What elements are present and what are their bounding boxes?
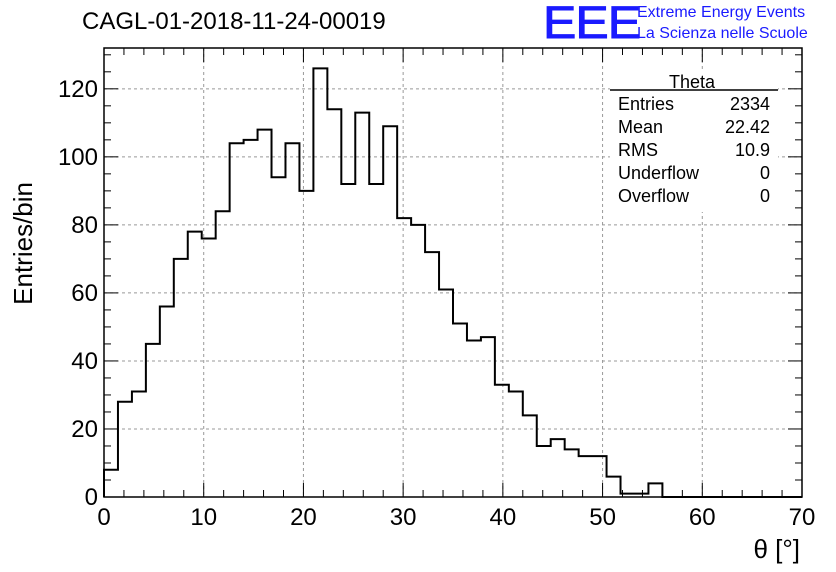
grid-lines <box>104 48 802 497</box>
x-tick-label: 10 <box>190 504 217 531</box>
plot-frame <box>103 47 803 498</box>
x-tick-label: 40 <box>490 504 517 531</box>
logo-subtitle-line1: Extreme Energy Events <box>637 4 806 21</box>
stats-title: Theta <box>669 72 716 92</box>
stats-label: Entries <box>618 94 674 114</box>
stats-value: 22.42 <box>725 117 770 137</box>
stats-label: Mean <box>618 117 663 137</box>
x-tick-label: 50 <box>589 504 616 531</box>
chart-title: CAGL-01-2018-11-24-00019 <box>82 8 386 35</box>
stats-value: 10.9 <box>735 140 770 160</box>
y-axis-label: Entries/bin <box>8 182 38 305</box>
stats-value: 0 <box>760 163 770 183</box>
stats-label: Underflow <box>618 163 700 183</box>
stats-label: RMS <box>618 140 658 160</box>
eee-logo: EEE <box>542 0 641 48</box>
y-tick-labels: 0 20 40 60 80 100 120 <box>58 76 98 511</box>
x-tick-labels: 0 10 20 30 40 50 60 70 <box>97 504 815 531</box>
stats-label: Overflow <box>618 186 690 206</box>
y-tick-label: 0 <box>85 484 98 511</box>
x-tick-label: 70 <box>789 504 816 531</box>
y-tick-label: 40 <box>71 348 98 375</box>
x-tick-label: 30 <box>390 504 417 531</box>
y-tick-label: 80 <box>71 212 98 239</box>
x-tick-label: 0 <box>97 504 110 531</box>
y-tick-label: 120 <box>58 76 98 103</box>
logo-subtitle-line2: La Scienza nelle Scuole <box>637 25 808 42</box>
axis-ticks <box>103 48 803 498</box>
y-tick-label: 20 <box>71 416 98 443</box>
stats-box: Theta Entries 2334 Mean 22.42 RMS 10.9 Underfl… <box>610 72 778 212</box>
y-tick-label: 60 <box>71 280 98 307</box>
x-tick-label: 20 <box>290 504 317 531</box>
x-tick-label: 60 <box>689 504 716 531</box>
stats-box-background <box>610 72 778 212</box>
stats-value: 0 <box>760 186 770 206</box>
stats-value: 2334 <box>730 94 770 114</box>
x-axis-label: θ [°] <box>753 534 800 564</box>
y-tick-label: 100 <box>58 144 98 171</box>
